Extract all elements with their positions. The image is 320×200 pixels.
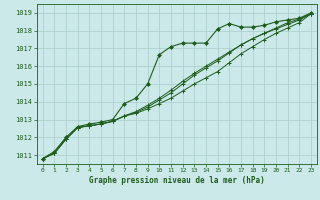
X-axis label: Graphe pression niveau de la mer (hPa): Graphe pression niveau de la mer (hPa) — [89, 176, 265, 185]
